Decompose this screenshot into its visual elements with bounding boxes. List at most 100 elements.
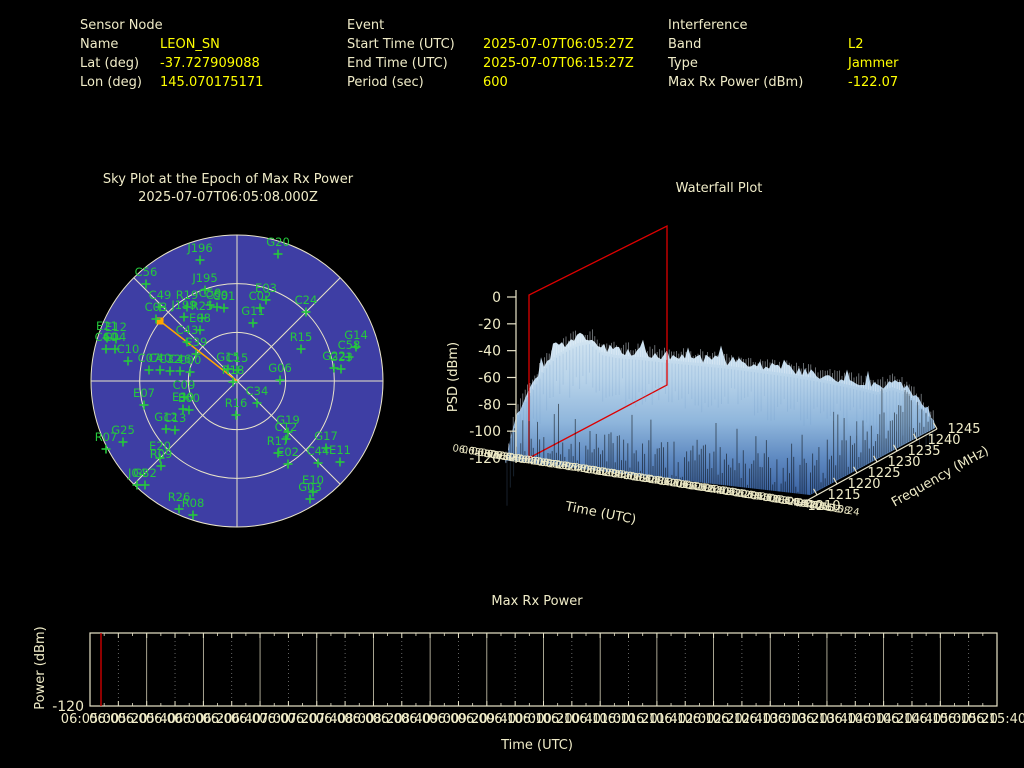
svg-text:06:10:20: 06:10:20: [514, 712, 572, 727]
svg-text:06:12:20: 06:12:20: [684, 712, 742, 727]
svg-text:06:11:40: 06:11:40: [628, 712, 686, 727]
max-rx-xlabel: Time (UTC): [501, 738, 573, 753]
svg-text:06:08:40: 06:08:40: [373, 712, 431, 727]
svg-text:G22: G22: [322, 349, 346, 363]
svg-text:06:11:00: 06:11:00: [571, 712, 629, 727]
svg-text:G11: G11: [241, 304, 265, 318]
svg-text:E02: E02: [277, 445, 299, 459]
svg-text:C39: C39: [185, 335, 208, 349]
svg-text:E12: E12: [105, 320, 127, 334]
psd-axis: 0 -20 -40 -60 -80 -100 -120 PSD (dBm): [446, 290, 517, 467]
svg-text:06:14:20: 06:14:20: [854, 712, 912, 727]
sensor-lon-label: Lon (deg): [80, 75, 142, 90]
sky-plot-title: Sky Plot at the Epoch of Max Rx Power: [102, 172, 354, 187]
svg-text:06:12:00: 06:12:00: [656, 712, 714, 727]
svg-text:-120: -120: [52, 699, 84, 715]
svg-text:C60: C60: [95, 330, 118, 344]
svg-text:06:06:20: 06:06:20: [174, 712, 232, 727]
svg-text:E21: E21: [96, 319, 118, 333]
waterfall-striations: [505, 329, 934, 506]
svg-text:06:10:00: 06:10:00: [486, 712, 544, 727]
svg-text:06:05:40: 06:05:40: [117, 712, 175, 727]
svg-text:Time (UTC): Time (UTC): [563, 499, 637, 528]
sensor-name-value: LEON_SN: [160, 37, 220, 52]
svg-text:C02: C02: [249, 289, 272, 303]
svg-text:06:05:20: 06:05:20: [89, 712, 147, 727]
svg-text:C24: C24: [295, 293, 318, 307]
interference-power-value: -122.07: [848, 75, 899, 90]
svg-text:C34: C34: [246, 384, 269, 398]
svg-text:06:05:00: 06:05:00: [61, 712, 119, 727]
interference-band-value: L2: [848, 37, 864, 52]
svg-text:C12: C12: [275, 420, 298, 434]
svg-text:G06: G06: [268, 361, 292, 375]
svg-text:G15: G15: [216, 350, 240, 364]
svg-text:-40: -40: [478, 344, 501, 360]
svg-text:G17: G17: [314, 429, 338, 443]
header-panel: Sensor Node Name LEON_SN Lat (deg) -37.7…: [0, 0, 1024, 110]
svg-text:06:06:40: 06:06:40: [203, 712, 261, 727]
svg-text:06:12:40: 06:12:40: [713, 712, 771, 727]
svg-text:G14: G14: [344, 328, 368, 342]
svg-text:E60: E60: [178, 391, 200, 405]
svg-text:G32: G32: [133, 466, 157, 480]
svg-text:Power (dBm): Power (dBm): [33, 626, 48, 709]
svg-text:J196: J196: [186, 241, 212, 255]
svg-text:0: 0: [492, 290, 501, 306]
svg-text:06:06:00: 06:06:00: [146, 712, 204, 727]
svg-text:1210: 1210: [807, 499, 840, 514]
svg-text:C32: C32: [159, 352, 182, 366]
event-section-title: Event: [347, 18, 385, 33]
svg-text:06:07:00: 06:07:00: [231, 712, 289, 727]
svg-text:R07: R07: [95, 430, 118, 444]
svg-text:06:15:00: 06:15:00: [911, 712, 969, 727]
svg-text:E11: E11: [329, 443, 351, 457]
sensor-section-title: Sensor Node: [80, 18, 163, 33]
svg-text:-100: -100: [469, 424, 501, 440]
svg-text:G25: G25: [111, 423, 135, 437]
svg-text:C10: C10: [117, 342, 140, 356]
svg-text:C07: C07: [138, 351, 161, 365]
svg-text:J199: J199: [170, 298, 196, 312]
svg-text:06:15:40: 06:15:40: [968, 712, 1024, 727]
svg-text:C49: C49: [149, 288, 172, 302]
svg-text:C43: C43: [176, 323, 199, 337]
interference-section-title: Interference: [668, 18, 748, 33]
sensor-name-label: Name: [80, 37, 119, 52]
svg-text:1225: 1225: [867, 466, 900, 481]
svg-text:J195: J195: [191, 271, 217, 285]
svg-text:06:07:40: 06:07:40: [288, 712, 346, 727]
svg-text:R17: R17: [267, 434, 290, 448]
svg-text:E08: E08: [189, 311, 211, 325]
svg-text:06:09:00: 06:09:00: [401, 712, 459, 727]
svg-text:G20: G20: [266, 235, 290, 249]
svg-text:G12: G12: [154, 410, 178, 424]
svg-text:1240: 1240: [927, 433, 960, 448]
svg-text:06:14:40: 06:14:40: [883, 712, 941, 727]
sensor-lat-label: Lat (deg): [80, 56, 140, 71]
event-start-label: Start Time (UTC): [347, 37, 455, 52]
svg-text:C04: C04: [104, 330, 127, 344]
svg-text:06:08:20: 06:08:20: [344, 712, 402, 727]
svg-text:06:09:40: 06:09:40: [458, 712, 516, 727]
max-rx-gridlines: [89, 633, 998, 706]
svg-text:R09: R09: [150, 447, 173, 461]
event-period-label: Period (sec): [347, 75, 424, 90]
svg-text:E03: E03: [255, 281, 277, 295]
waterfall-title: Waterfall Plot: [675, 181, 763, 196]
sensor-lat-value: -37.727909088: [160, 56, 260, 71]
svg-text:C40: C40: [149, 351, 172, 365]
svg-text:06:09:20: 06:09:20: [429, 712, 487, 727]
svg-text:06:13:00: 06:13:00: [741, 712, 799, 727]
svg-text:G03: G03: [298, 480, 322, 494]
svg-text:06:11:20: 06:11:20: [599, 712, 657, 727]
svg-text:C50: C50: [199, 286, 222, 300]
svg-text:06:13:20: 06:13:20: [769, 712, 827, 727]
svg-text:C09: C09: [173, 378, 196, 392]
event-end-label: End Time (UTC): [347, 56, 448, 71]
svg-text:C46: C46: [169, 352, 192, 366]
svg-text:PSD (dBm): PSD (dBm): [446, 342, 461, 412]
svg-text:06:07:20: 06:07:20: [259, 712, 317, 727]
